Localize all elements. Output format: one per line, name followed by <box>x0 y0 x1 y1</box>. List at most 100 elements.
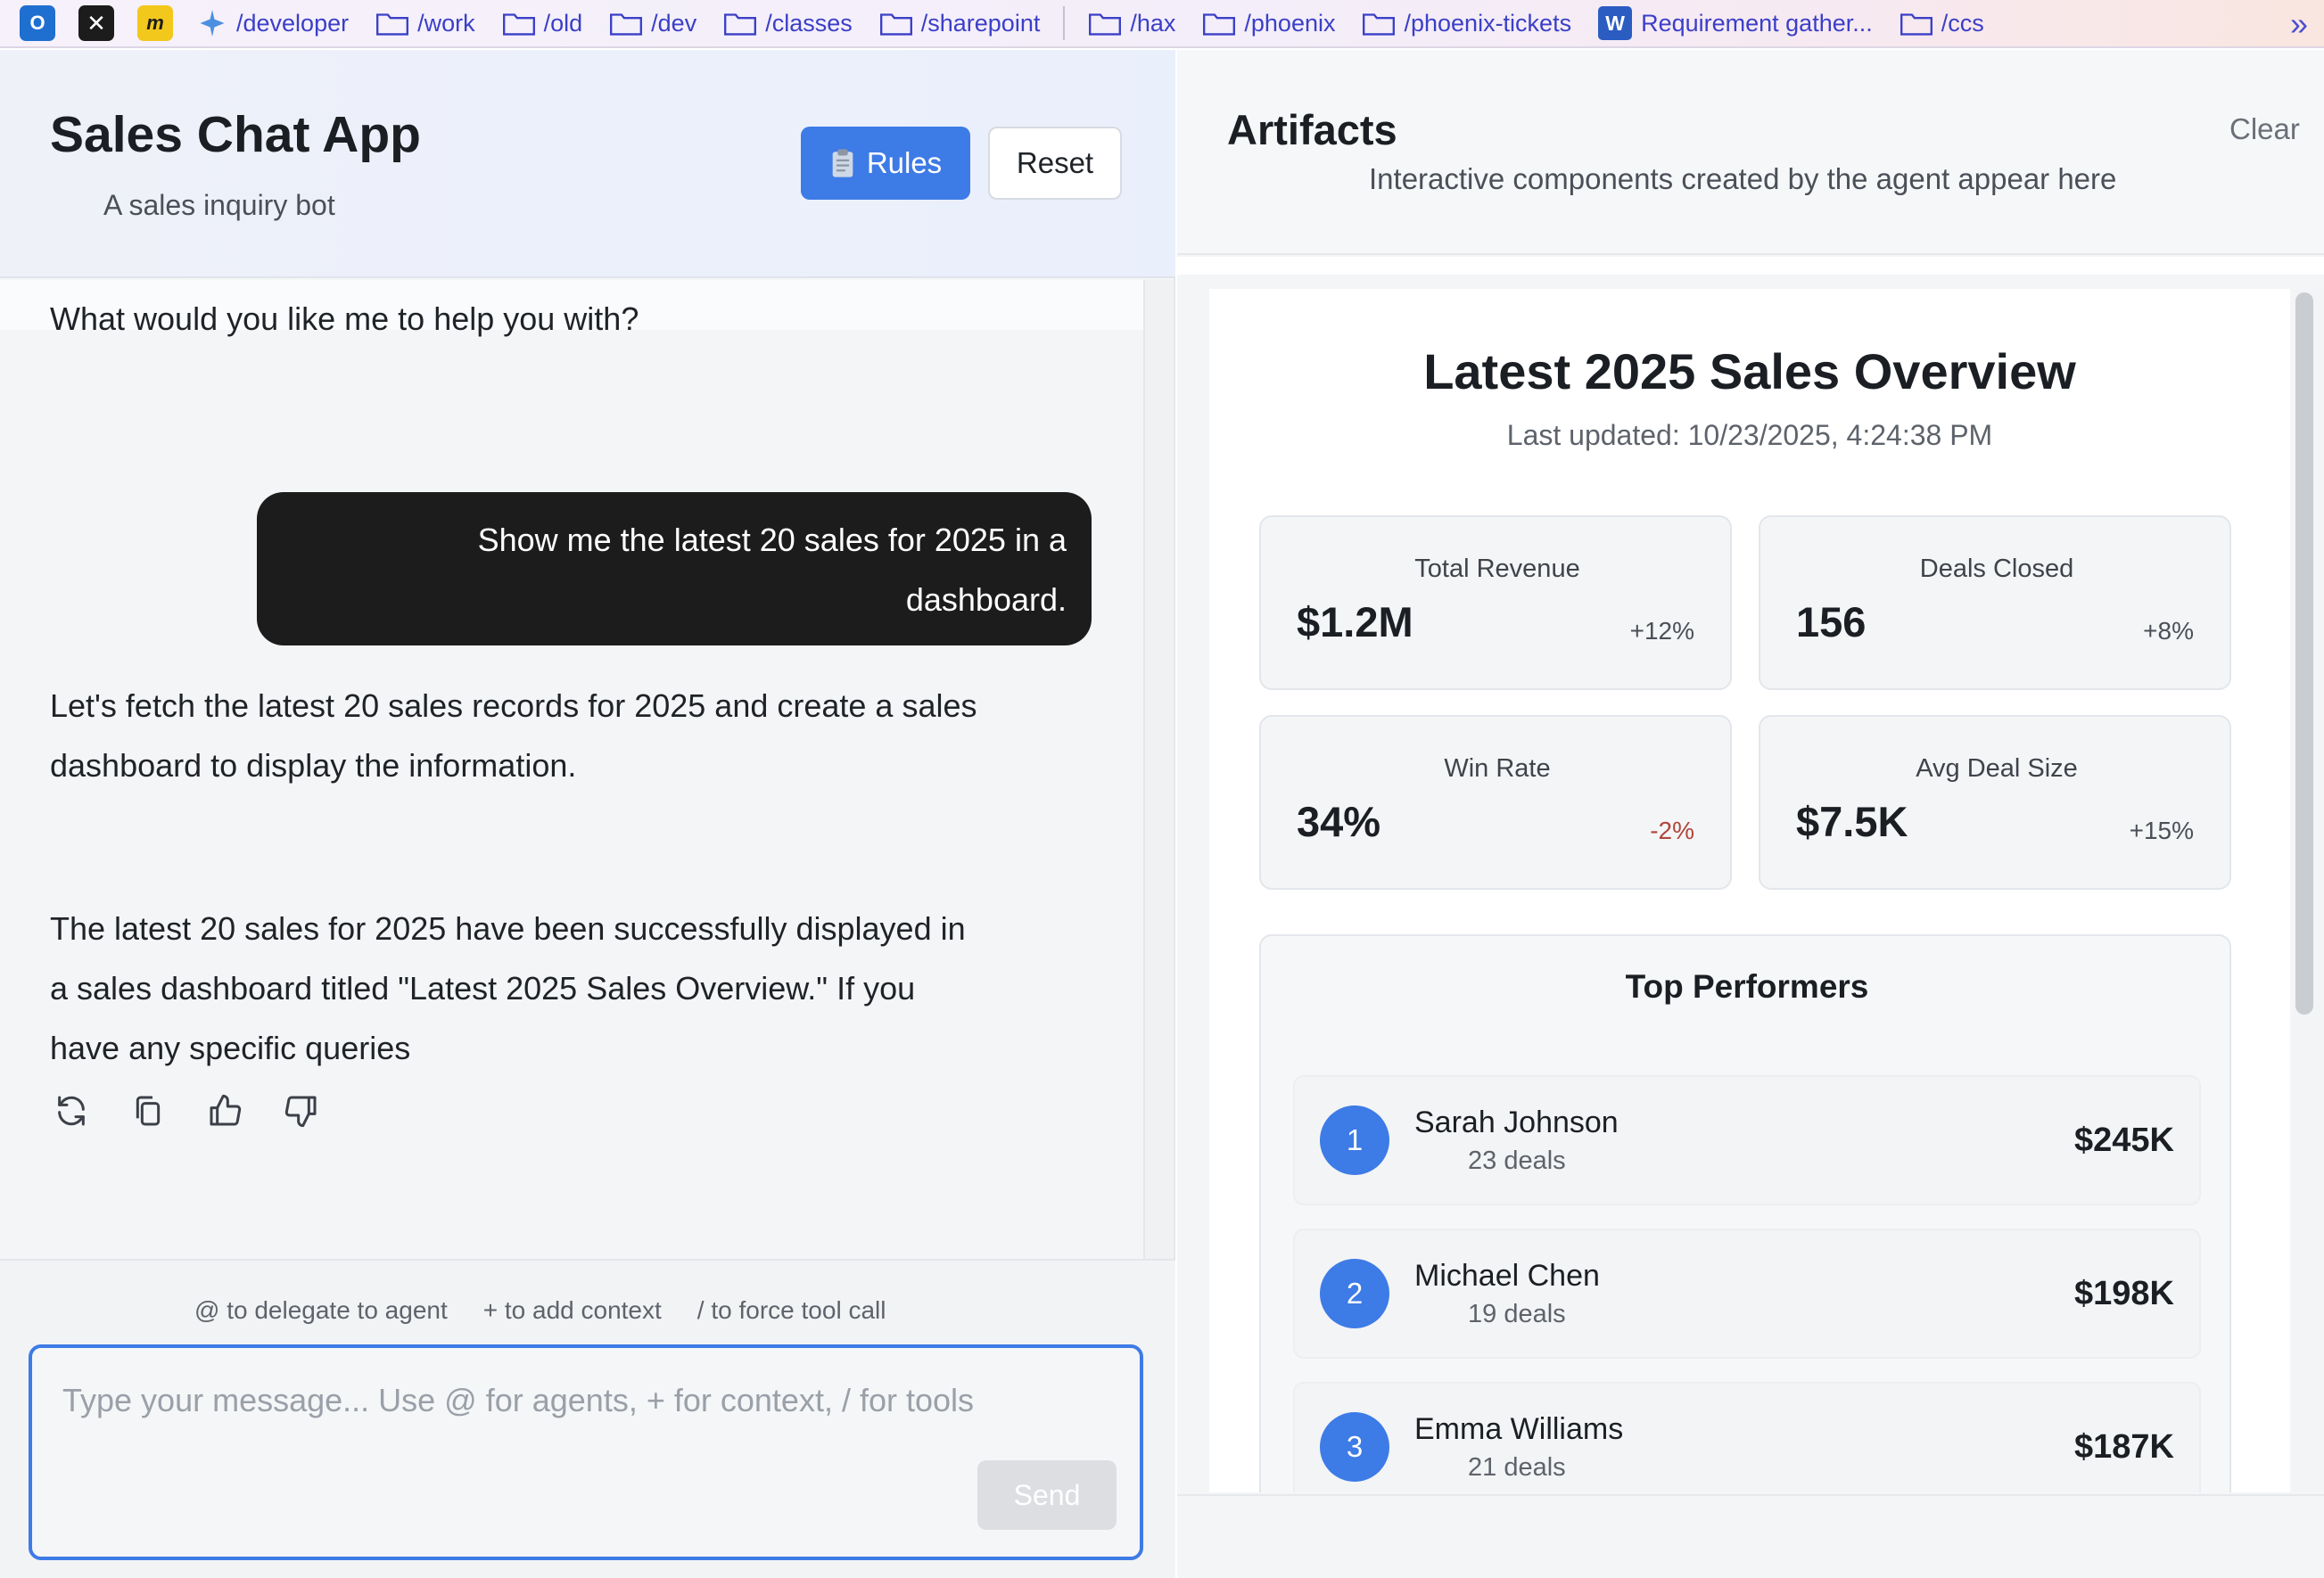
copy-icon[interactable] <box>130 1093 166 1129</box>
bookmark-label: /dev <box>651 9 697 37</box>
chat-messages[interactable]: What would you like me to help you with?… <box>0 280 1143 1259</box>
bookmark-separator <box>1063 6 1066 40</box>
artifacts-footer <box>1177 1494 2324 1578</box>
message-input[interactable]: Type your message... Use @ for agents, +… <box>29 1344 1143 1560</box>
bookmark-old[interactable]: /old <box>502 9 583 37</box>
reset-button[interactable]: Reset <box>988 127 1122 200</box>
thumbs-up-icon[interactable] <box>207 1093 243 1129</box>
folder-icon <box>724 13 757 36</box>
bookmark-phoenix-tickets[interactable]: /phoenix-tickets <box>1362 10 1571 37</box>
bookmark-label: /phoenix-tickets <box>1404 9 1572 37</box>
bookmark-label: /sharepoint <box>920 9 1041 37</box>
folder-icon <box>376 13 409 36</box>
message-input-area: @ to delegate to agent + to add context … <box>0 1259 1175 1578</box>
outlook-app-icon[interactable]: O <box>20 5 55 41</box>
app-subtitle: A sales inquiry bot <box>103 189 335 221</box>
performer-row[interactable]: 3 Emma Williams 21 deals $187K <box>1293 1382 2201 1492</box>
user-message-bubble: Show me the latest 20 sales for 2025 in … <box>257 492 1092 645</box>
metric-change: -2% <box>1650 817 1694 844</box>
bookmark-label: /classes <box>765 9 853 37</box>
more-bookmarks-chevron-icon[interactable]: » <box>2289 5 2308 42</box>
metric-label: Avg Deal Size <box>1916 754 2078 783</box>
bookmark-label: /hax <box>1130 9 1176 37</box>
hint-context: + to add context <box>482 1296 662 1324</box>
chat-scrollbar[interactable] <box>1143 280 1174 1259</box>
performer-name: Emma Williams <box>1414 1412 1624 1446</box>
bookmark-label: Requirement gather... <box>1641 9 1873 37</box>
bookmark-label: /phoenix <box>1244 9 1336 37</box>
performer-amount: $198K <box>2074 1275 2174 1312</box>
bookmark-phoenix[interactable]: /phoenix <box>1202 10 1335 37</box>
top-performers-title: Top Performers <box>1625 968 1869 1005</box>
performer-amount: $245K <box>2074 1122 2174 1159</box>
assistant-message-plan: Let's fetch the latest 20 sales records … <box>50 676 977 795</box>
assistant-message-result: The latest 20 sales for 2025 have been s… <box>50 899 966 1078</box>
metric-label: Total Revenue <box>1414 555 1580 583</box>
regenerate-icon[interactable] <box>54 1093 89 1129</box>
metric-value: $7.5K <box>1796 798 1908 845</box>
chat-top-strip <box>0 280 1143 330</box>
folder-icon <box>1203 13 1236 36</box>
performer-name: Sarah Johnson <box>1414 1105 1619 1139</box>
bookmark-label: /ccs <box>1941 9 1984 37</box>
artifacts-divider <box>1177 257 2324 275</box>
user-message-line: dashboard. <box>905 581 1067 618</box>
performer-row[interactable]: 1 Sarah Johnson 23 deals $245K <box>1293 1075 2201 1205</box>
metric-value: 34% <box>1297 798 1381 845</box>
chat-header: Sales Chat App A sales inquiry bot Rules… <box>0 50 1175 278</box>
bookmark-sharepoint[interactable]: /sharepoint <box>879 9 1041 37</box>
x-app-icon[interactable]: ✕ <box>78 5 114 41</box>
metric-label: Win Rate <box>1444 754 1551 783</box>
metric-card-deals-closed: Deals Closed 156 +8% <box>1759 515 2231 690</box>
message-line: Let's fetch the latest 20 sales records … <box>50 687 977 724</box>
folder-icon <box>502 13 535 36</box>
metric-label: Deals Closed <box>1919 555 2074 583</box>
bookmark-classes[interactable]: /classes <box>723 10 853 37</box>
bookmark-ccs[interactable]: /ccs <box>1900 10 1984 37</box>
bookmark-requirement-doc[interactable]: W Requirement gather... <box>1598 6 1873 40</box>
metric-change: +12% <box>1629 617 1694 645</box>
clear-button[interactable]: Clear <box>2229 112 2300 145</box>
folder-icon <box>1363 13 1396 36</box>
rules-button[interactable]: Rules <box>801 127 970 200</box>
bookmark-label: /old <box>543 9 583 37</box>
miro-app-icon[interactable]: m <box>137 5 173 41</box>
metric-card-avg-deal-size: Avg Deal Size $7.5K +15% <box>1759 715 2231 890</box>
performer-deals: 19 deals <box>1468 1300 1566 1328</box>
bookmark-work[interactable]: /work <box>375 10 475 37</box>
bookmark-dev[interactable]: /dev <box>609 10 696 37</box>
message-line: dashboard to display the information. <box>50 747 577 784</box>
performer-name: Michael Chen <box>1414 1259 1600 1293</box>
artifacts-scrollbar-thumb[interactable] <box>2295 292 2313 1015</box>
performer-deals: 23 deals <box>1468 1147 1566 1175</box>
thumbs-down-icon[interactable] <box>284 1093 319 1129</box>
clipboard-icon <box>832 149 853 177</box>
message-input-placeholder: Type your message... Use @ for agents, +… <box>62 1382 975 1418</box>
input-hints: @ to delegate to agent + to add context … <box>194 1296 921 1325</box>
rank-badge: 1 <box>1320 1105 1389 1175</box>
send-button[interactable]: Send <box>977 1460 1117 1530</box>
rank-badge: 3 <box>1320 1412 1389 1482</box>
metric-card-total-revenue: Total Revenue $1.2M +12% <box>1259 515 1732 690</box>
message-actions <box>54 1093 360 1129</box>
artifacts-header: Artifacts Interactive components created… <box>1177 50 2324 255</box>
folder-icon <box>1089 13 1122 36</box>
bookmark-hax[interactable]: /hax <box>1088 10 1175 37</box>
user-message-line: Show me the latest 20 sales for 2025 in … <box>477 522 1067 558</box>
chat-panel: Sales Chat App A sales inquiry bot Rules… <box>0 50 1175 1578</box>
message-line: The latest 20 sales for 2025 have been s… <box>50 910 966 947</box>
folder-icon <box>610 13 643 36</box>
message-line: have any specific queries <box>50 1030 411 1066</box>
performer-row[interactable]: 2 Michael Chen 19 deals $198K <box>1293 1229 2201 1359</box>
app-title: Sales Chat App <box>50 106 421 163</box>
hint-delegate: @ to delegate to agent <box>194 1296 448 1324</box>
bookmark-label: /developer <box>236 9 350 37</box>
metric-change: +8% <box>2143 617 2194 645</box>
performer-deals: 21 deals <box>1468 1453 1566 1482</box>
sparkle-icon <box>200 10 225 37</box>
folder-icon <box>879 13 912 36</box>
bookmark-developer[interactable]: /developer <box>196 7 349 39</box>
metric-change: +15% <box>2129 817 2194 844</box>
artifacts-subtitle: Interactive components created by the ag… <box>1369 162 2117 195</box>
metric-value: 156 <box>1796 598 1867 645</box>
